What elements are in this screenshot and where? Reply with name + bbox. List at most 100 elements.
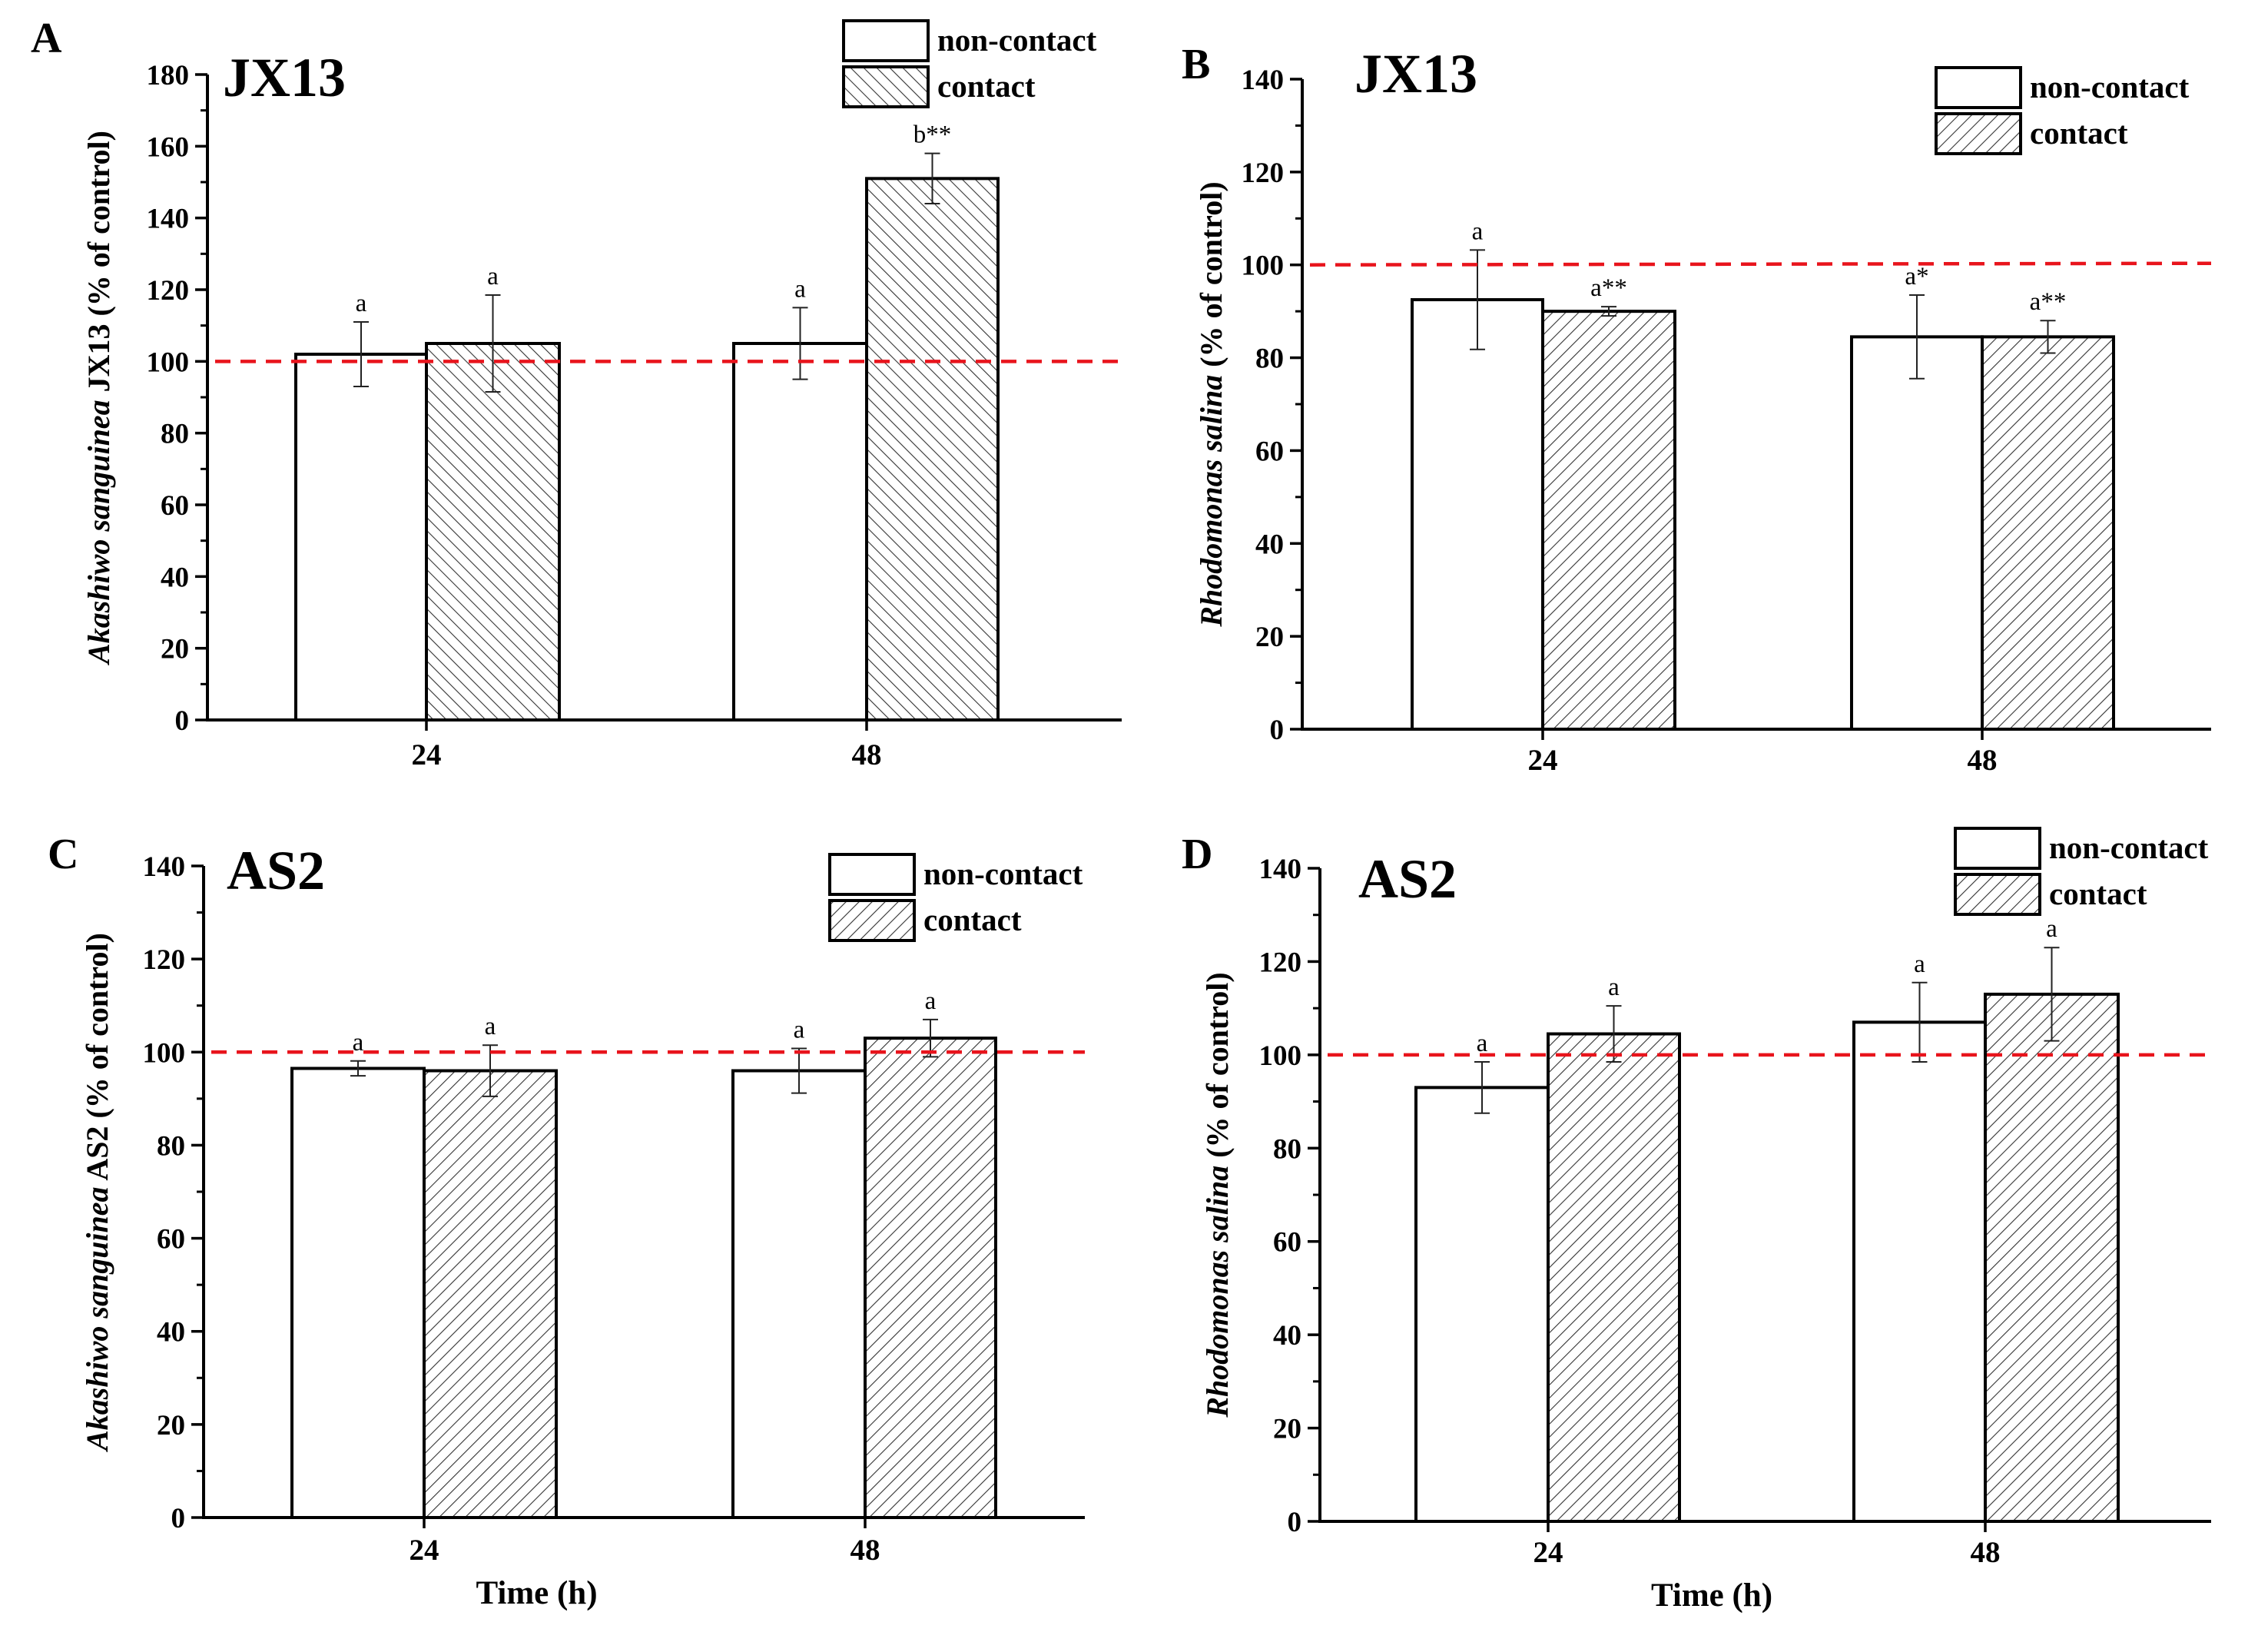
y-tick-label: 120 [1259, 947, 1302, 978]
y-axis-label-unit: JX13 (% of control) [81, 131, 116, 400]
x-tick-label: 24 [412, 738, 442, 771]
panel-letter: A [31, 15, 62, 62]
y-tick-label: 140 [1259, 854, 1302, 885]
bar-contact-24 [423, 1069, 558, 1519]
y-axis-label: Rhodomonas salina (% of control) [1200, 972, 1235, 1418]
significance-label: a** [2030, 288, 2067, 316]
y-tick-label: 160 [147, 131, 190, 163]
significance-label: a [1477, 1030, 1488, 1057]
legend: non-contact contact [1954, 827, 2209, 916]
x-tick-label: 48 [850, 1534, 880, 1567]
bar-contact-48 [1981, 335, 2115, 731]
y-tick-label: 60 [1255, 436, 1284, 467]
bar-non-contact-24 [294, 353, 428, 722]
y-tick-label: 40 [161, 562, 189, 593]
legend: non-contact contact [828, 853, 1083, 942]
y-axis-label: Akashiwo sanguinea AS2 (% of control) [80, 933, 114, 1453]
significance-label: a [1472, 217, 1484, 245]
significance-label: a** [1590, 274, 1627, 302]
bar-contact-24 [425, 342, 561, 722]
y-tick-label: 0 [1288, 1507, 1302, 1538]
y-tick-label: 40 [157, 1317, 185, 1348]
bar-contact-48 [1984, 992, 2120, 1523]
legend-swatch-non-contact [842, 19, 930, 62]
y-tick-label: 60 [157, 1224, 185, 1256]
panel-c: 0 20 40 60 80 100 120 140 a a 24 a a 48 C AS2 non-contac… [48, 831, 1085, 1611]
y-tick-label: 100 [147, 347, 190, 378]
y-tick-label: 80 [1255, 343, 1284, 375]
bar-non-contact-24 [1411, 298, 1544, 731]
y-tick-label: 0 [175, 705, 190, 737]
significance-label: a [356, 290, 367, 317]
bar-contact-24 [1541, 310, 1676, 731]
bar-non-contact-48 [732, 342, 868, 722]
panel-letter: D [1182, 831, 1212, 878]
legend-label: contact [2030, 115, 2128, 151]
legend-label: non-contact [2030, 69, 2190, 104]
y-tick-label: 40 [1255, 529, 1284, 560]
x-axis-title: Time (h) [1651, 1577, 1772, 1614]
y-tick-label: 140 [147, 204, 190, 235]
y-tick-label: 60 [161, 490, 189, 522]
significance-label: a [2046, 915, 2057, 943]
y-tick-label: 80 [161, 419, 189, 450]
legend-label: contact [2049, 876, 2147, 911]
y-tick-label: 20 [1255, 622, 1284, 653]
bar-non-contact-48 [1850, 335, 1984, 731]
y-tick-label: 120 [1242, 158, 1285, 189]
legend-swatch-contact [842, 65, 930, 108]
legend-swatch-contact [828, 899, 916, 942]
y-axis-label: Rhodomonas salina (% of control) [1194, 181, 1228, 627]
panel-letter: B [1182, 41, 1210, 88]
y-tick-label: 140 [143, 851, 186, 883]
y-tick-label: 0 [171, 1503, 186, 1534]
significance-label: a [487, 263, 499, 290]
significance-label: a* [1905, 263, 1928, 290]
x-tick-label: 48 [1968, 744, 1998, 777]
x-tick-label: 24 [1528, 744, 1558, 777]
x-tick-label: 24 [409, 1534, 439, 1567]
legend-swatch-contact [1935, 112, 2022, 155]
y-tick-label: 40 [1273, 1320, 1301, 1352]
significance-label: a [794, 1016, 805, 1043]
y-tick-label: 180 [147, 60, 190, 91]
legend-label: non-contact [937, 22, 1097, 58]
significance-label: a [353, 1029, 364, 1057]
bar-non-contact-48 [731, 1069, 867, 1519]
panel-d: 0 20 40 60 80 100 120 140 a a 24 a a 48 D AS2 non-contac… [1182, 827, 2211, 1614]
legend-swatch-non-contact [1935, 66, 2022, 109]
y-tick-label: 0 [1270, 715, 1285, 746]
legend: non-contact contact [1935, 66, 2190, 155]
panel-title: AS2 [1358, 848, 1457, 910]
y-axis-label-species: Akashiwo sanguinea [80, 1186, 114, 1452]
legend-label: non-contact [2049, 830, 2209, 865]
y-tick-label: 80 [1273, 1133, 1301, 1165]
bar-non-contact-24 [290, 1067, 426, 1519]
y-axis-label-species: Rhodomonas salina [1194, 375, 1228, 628]
panel-title: JX13 [223, 47, 346, 108]
reference-line-100 [1309, 261, 2212, 267]
y-tick-label: 120 [143, 944, 186, 976]
y-axis-label: Akashiwo sanguinea JX13 (% of control) [81, 131, 116, 666]
y-tick-label: 20 [157, 1410, 185, 1441]
bar-non-contact-48 [1852, 1020, 1987, 1524]
y-axis-label-species: Rhodomonas salina [1200, 1166, 1235, 1418]
y-tick-label: 120 [147, 275, 190, 307]
panel-b: 0 20 40 60 80 100 120 140 a a** 24 a* a** 48 B JX13 non-… [1182, 41, 2212, 777]
x-tick-label: 24 [1534, 1536, 1563, 1569]
bar-contact-48 [864, 1037, 997, 1519]
panel-title: AS2 [227, 840, 325, 901]
y-tick-label: 20 [1273, 1414, 1301, 1445]
y-tick-label: 20 [161, 634, 189, 665]
legend-label: contact [923, 902, 1022, 937]
legend-label: non-contact [923, 856, 1083, 891]
significance-label: a [1914, 950, 1925, 978]
bar-non-contact-24 [1414, 1086, 1550, 1524]
significance-label: b** [913, 121, 952, 149]
legend-swatch-non-contact [1954, 827, 2041, 870]
significance-label: a [925, 987, 937, 1015]
y-tick-label: 100 [1259, 1040, 1302, 1072]
bar-contact-24 [1547, 1032, 1681, 1524]
significance-label: a [485, 1013, 496, 1040]
